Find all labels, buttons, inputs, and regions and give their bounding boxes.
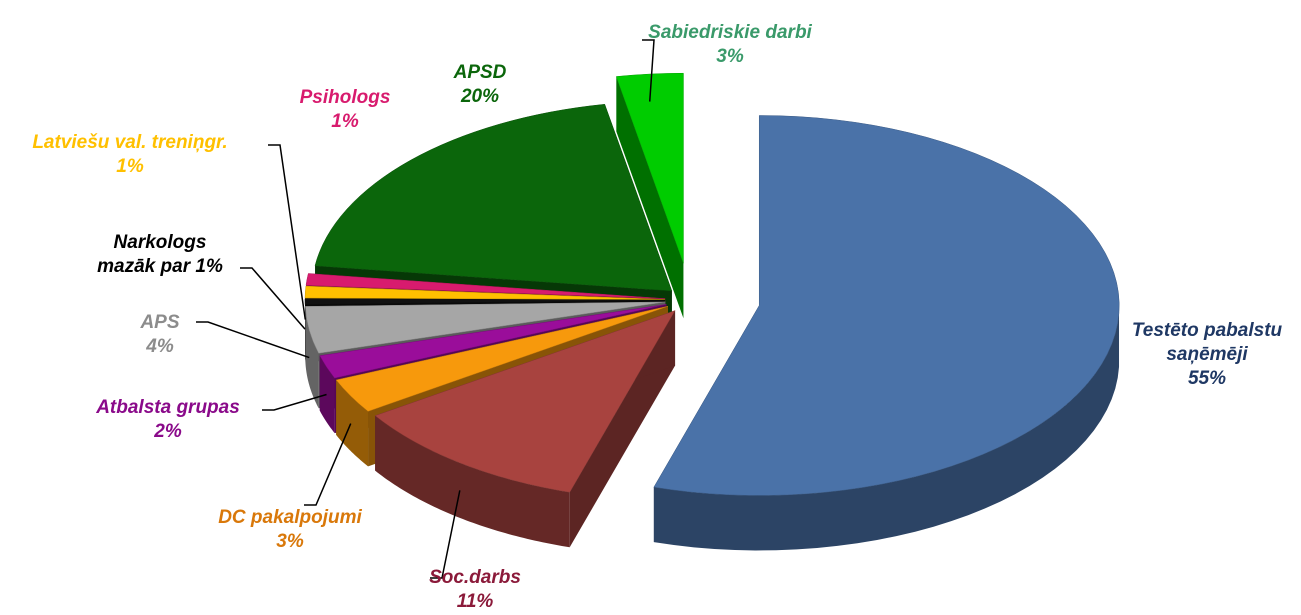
leader-line [196,321,310,359]
category-label: Testēto pabalstu saņēmēji [1131,320,1283,365]
category-label: Sabiedriskie darbi [648,22,812,43]
slice-label: DC pakalpojumi 3% [218,506,362,554]
slice-label: APS 4% [140,311,179,359]
slice-side [375,415,570,548]
leader-line [268,144,307,320]
value-label: 3% [276,531,304,552]
slice [305,301,666,354]
category-label: Latviešu val. treniņgr. [32,132,228,153]
slice [319,304,667,379]
category-label: APSD [453,62,507,83]
value-label: 2% [154,421,182,442]
slice-side [319,355,335,434]
slice [314,103,673,292]
leader-line [642,39,655,102]
value-label: 20% [460,86,500,107]
slice [653,115,1120,496]
slice-label: Latviešu val. treniņgr. 1% [32,131,227,179]
slice [335,305,669,412]
leader-line [262,393,327,411]
slice-side [305,306,319,409]
slice-side [653,311,1120,551]
slice [305,273,666,299]
slice-label: Narkologs mazāk par 1% [97,231,223,279]
slice [374,310,676,493]
leader-line [304,423,352,506]
slice-wall [616,76,684,319]
value-label: 1% [331,111,359,132]
category-label: DC pakalpojumi [218,507,362,528]
category-label: Psihologs [299,87,391,108]
leader-line [240,267,306,330]
value-label: 4% [146,336,174,357]
slice [615,72,684,264]
value-label: 3% [716,46,744,67]
slice-side [336,379,369,467]
category-label: APS [140,312,180,333]
slice-label: Sabiedriskie darbi 3% [648,21,812,69]
value-label: 1% [116,156,144,177]
category-label: Atbalsta grupas [96,397,240,418]
category-label: Narkologs [113,232,207,253]
value-label: 11% [456,591,494,612]
value-label: mazāk par 1% [97,256,223,277]
slice-label: Atbalsta grupas 2% [96,396,240,444]
leader-line [430,490,461,579]
slice [304,285,666,300]
slice-label: Testēto pabalstu saņēmēji 55% [1112,319,1301,391]
value-label: 55% [1187,368,1227,389]
slice-label: APSD 20% [454,61,507,109]
slice-label: Psihologs 1% [300,86,391,134]
slice-label: Soc.darbs 11% [429,566,521,614]
slice [304,298,666,305]
category-label: Soc.darbs [429,567,521,588]
